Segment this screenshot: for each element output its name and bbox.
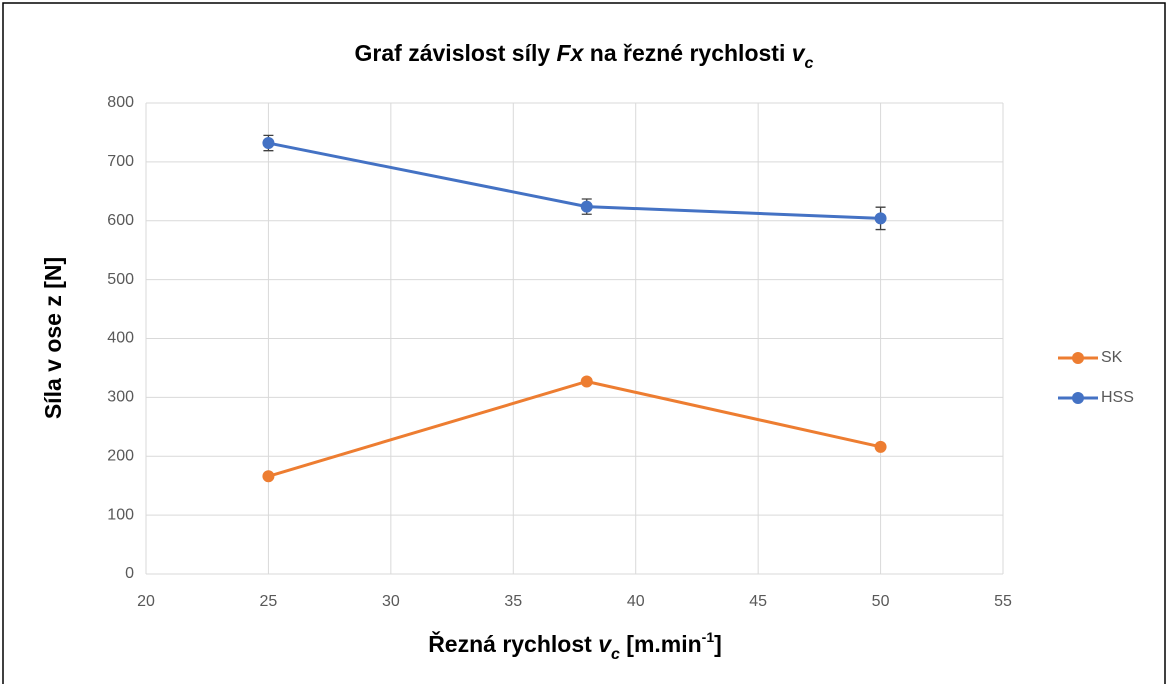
x-tick-label: 55 <box>994 593 1012 610</box>
y-tick-label: 200 <box>107 447 134 464</box>
y-tick-label: 600 <box>107 212 134 229</box>
y-tick-label: 400 <box>107 330 134 347</box>
x-axis-title: Řezná rychlost vc [m.min-1] <box>428 629 722 663</box>
data-point <box>874 440 887 453</box>
xlabel-part: ] <box>714 631 722 657</box>
legend-label: SK <box>1101 349 1123 366</box>
y-tick-label: 300 <box>107 389 134 406</box>
y-tick-label: 0 <box>125 565 134 582</box>
legend-label: HSS <box>1101 389 1134 406</box>
x-tick-label: 35 <box>504 593 522 610</box>
xlabel-part: c <box>611 646 620 663</box>
data-point <box>580 200 593 213</box>
xlabel-part: -1 <box>702 629 715 645</box>
title-part: na řezné rychlosti <box>583 40 791 66</box>
x-tick-label: 30 <box>382 593 400 610</box>
x-tick-label: 45 <box>749 593 767 610</box>
x-tick-label: 25 <box>260 593 278 610</box>
data-point <box>874 212 887 225</box>
legend-swatch <box>1072 352 1084 364</box>
title-part: v <box>792 40 806 66</box>
title-part: c <box>805 55 814 72</box>
data-point <box>262 470 275 483</box>
y-tick-label: 700 <box>107 153 134 170</box>
title-part: Fx <box>557 40 585 66</box>
y-axis-title: Síla v ose z [N] <box>40 257 66 419</box>
xlabel-part: v <box>598 631 612 657</box>
y-tick-label: 500 <box>107 271 134 288</box>
chart-title: Graf závislost síly Fx na řezné rychlost… <box>355 40 814 72</box>
data-point <box>262 137 275 150</box>
xlabel-part: Řezná rychlost <box>428 630 598 657</box>
x-tick-label: 40 <box>627 593 645 610</box>
x-tick-label: 20 <box>137 593 155 610</box>
xlabel-part: [m.min <box>620 631 702 657</box>
data-point <box>580 375 593 388</box>
y-tick-label: 800 <box>107 94 134 111</box>
x-tick-label: 50 <box>872 593 890 610</box>
title-part: Graf závislost síly <box>355 40 557 66</box>
y-tick-label: 100 <box>107 506 134 523</box>
legend-swatch <box>1072 392 1084 404</box>
